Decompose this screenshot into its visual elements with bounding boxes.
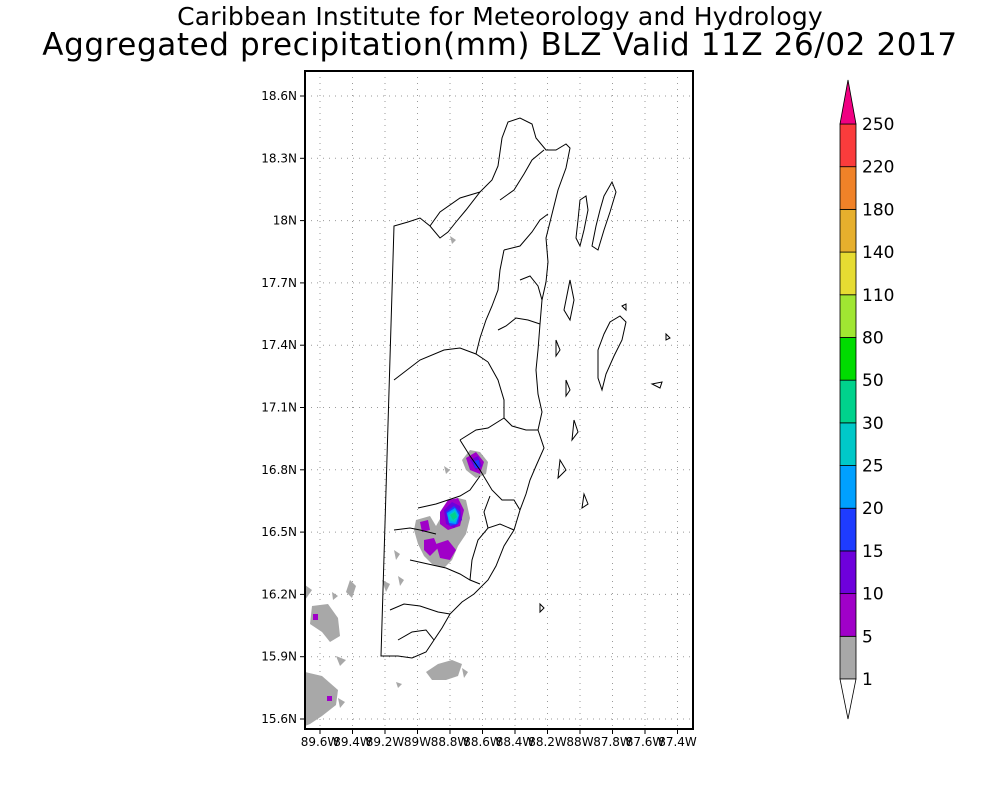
lon-tick-label: 87.4W [658,735,697,749]
colorbar-segment [839,379,857,424]
precip-shading-30to50 [450,512,457,520]
colorbar-label: 250 [862,115,894,135]
colorbar-segment [839,635,857,680]
lon-tick-label: 88.4W [496,735,535,749]
colorbar-label: 110 [862,286,894,306]
lat-tick-label: 17.7N [261,276,297,290]
lon-tick-label: 87.6W [626,735,665,749]
lon-tick-label: 89W [404,735,431,749]
colorbar-segment [839,251,857,296]
lat-tick-label: 15.6N [261,712,297,726]
lon-tick-label: 89.4W [333,735,372,749]
map-title: Aggregated precipitation(mm) BLZ Valid 1… [42,27,958,63]
colorbar-segment [839,422,857,466]
colorbar-label: 80 [862,328,884,348]
lon-tick-label: 88W [566,735,593,749]
lon-tick-label: 88.6W [463,735,502,749]
agency-title: Caribbean Institute for Meteorology and … [177,2,823,31]
lat-tick-label: 15.9N [261,650,297,664]
lon-tick-label: 89.6W [301,735,340,749]
lat-tick-label: 16.8N [261,463,297,477]
colorbar-segment [839,208,857,253]
lat-tick-label: 18.3N [261,151,297,165]
colorbar-label: 180 [862,200,894,220]
colorbar-segment [839,123,857,168]
colorbar-segment [839,337,857,381]
lon-tick-label: 89.2W [366,735,405,749]
lat-tick-label: 18N [273,214,297,228]
lat-tick-label: 17.1N [261,401,297,415]
lon-tick-label: 87.8W [593,735,632,749]
lat-tick-label: 18.6N [261,89,297,103]
colorbar-label: 20 [862,499,884,519]
colorbar-segment [839,465,857,509]
map-frame [304,70,694,730]
offshore-cayes [539,180,671,614]
country-outline [380,117,571,659]
colorbar-label: 30 [862,414,884,434]
colorbar-label: 15 [862,542,884,562]
lat-tick-label: 16.5N [261,525,297,539]
lon-tick-label: 88.8W [431,735,470,749]
colorbar-label: 5 [862,627,873,647]
latitude-labels: 18.6N 18.3N 18N 17.7N 17.4N 17.1N 16.8N 16.5N 16… [261,89,305,726]
map-panel: 18.6N 18.3N 18N 17.7N 17.4N 17.1N 16.8N 16.5N 16… [261,70,697,749]
colorbar-segment [839,593,857,637]
colorbar-label: 140 [862,243,894,263]
colorbar-segment [839,507,857,552]
colorbar-label: 220 [862,158,894,178]
colorbar-segment [839,166,857,210]
colorbar-top-arrow [839,79,857,125]
colorbar-bottom-arrow [839,678,857,720]
lat-tick-label: 16.2N [261,587,297,601]
colorbar-label: 25 [862,457,884,477]
colorbar-segment [839,550,857,595]
colorbar-label: 1 [862,670,873,690]
colorbar-label: 50 [862,371,884,391]
lon-tick-label: 88.2W [528,735,567,749]
colorbar-segment [839,294,857,338]
lat-tick-label: 17.4N [261,338,297,352]
colorbar-label: 10 [862,585,884,605]
